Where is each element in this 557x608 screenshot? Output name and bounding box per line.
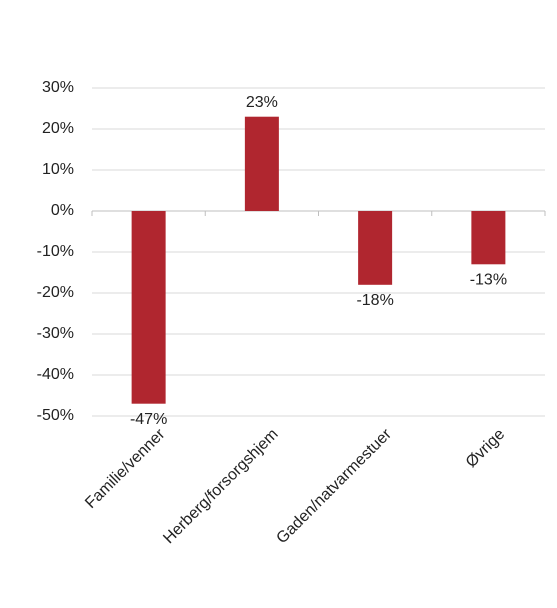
y-tick-label: 20% <box>42 120 74 137</box>
value-label: -13% <box>470 272 507 289</box>
x-tick-label: Øvrige <box>463 426 508 471</box>
bar <box>471 211 506 265</box>
y-tick-label: -40% <box>37 366 74 383</box>
y-tick-label: -20% <box>37 284 74 301</box>
bar <box>244 116 279 211</box>
value-label: -47% <box>130 411 167 428</box>
value-label: 23% <box>246 94 278 111</box>
y-tick-label: -30% <box>37 325 74 342</box>
value-label: -18% <box>356 292 393 309</box>
x-tick-label: Familie/venner <box>82 425 169 512</box>
x-tick-label: Gaden/natvarmestuer <box>273 425 395 547</box>
y-tick-label: 30% <box>42 79 74 96</box>
y-tick-label: 0% <box>51 202 74 219</box>
y-tick-label: -10% <box>37 243 74 260</box>
x-tick-label: Herberg/forsorgshjem <box>160 426 281 547</box>
bar <box>131 211 166 404</box>
bar <box>358 211 393 285</box>
y-tick-label: 10% <box>42 161 74 178</box>
y-tick-label: -50% <box>37 407 74 424</box>
